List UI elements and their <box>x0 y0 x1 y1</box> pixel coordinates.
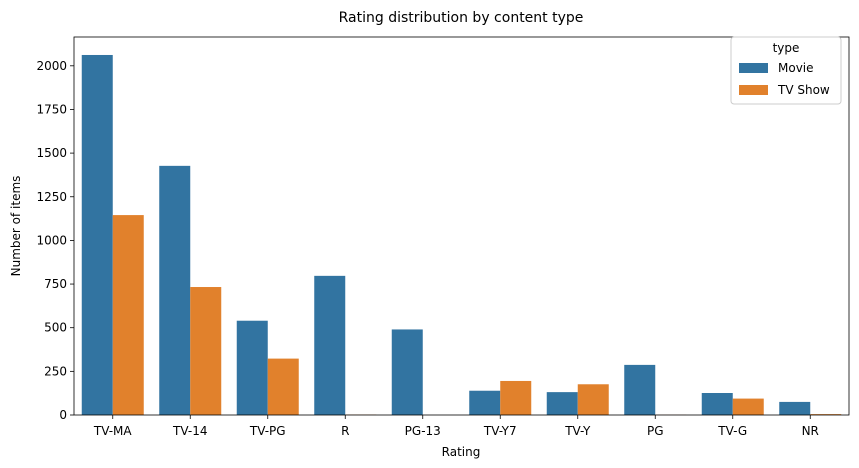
legend-swatch-tv-show <box>739 85 768 95</box>
bar-tv-show-tv-y7 <box>500 380 532 415</box>
legend-label-tv-show: TV Show <box>777 83 830 97</box>
x-tick-label: TV-PG <box>249 424 286 438</box>
bar-tv-show-tv-g <box>732 398 764 415</box>
y-tick-label: 500 <box>44 321 67 335</box>
x-tick-label: NR <box>802 424 819 438</box>
bar-movie-tv-pg <box>236 320 268 415</box>
y-tick-label: 250 <box>44 364 67 378</box>
plot-area: TV-MA TV-14 TV-PG R PG-13 TV-Y7 TV-Y PG TV-G NR 0 2… <box>36 54 842 438</box>
x-tick-label: TV-MA <box>93 424 133 438</box>
x-tick-label: TV-Y7 <box>483 424 517 438</box>
x-tick-label: TV-Y <box>564 424 591 438</box>
bar-movie-tv-y7 <box>469 390 501 415</box>
x-tick-label: PG <box>647 424 664 438</box>
legend-swatch-movie <box>739 63 768 73</box>
bar-tv-show-tv-pg <box>267 358 299 415</box>
x-axis-label: Rating <box>442 445 481 459</box>
bar-movie-tv-ma <box>81 54 113 416</box>
legend-label-movie: Movie <box>778 61 814 75</box>
y-axis-label: Number of items <box>9 176 23 277</box>
legend: type Movie TV Show <box>730 36 842 105</box>
y-tick-label: 1250 <box>36 190 67 204</box>
bar-tv-show-tv-ma <box>112 215 144 415</box>
bar-tv-show-tv-14 <box>190 287 222 415</box>
y-tick-label: 2000 <box>36 59 67 73</box>
x-tick-label: TV-G <box>717 424 747 438</box>
bar-movie-tv-y <box>546 392 578 415</box>
y-tick-label: 1750 <box>36 102 67 116</box>
bar-movie-tv-g <box>701 393 733 415</box>
y-tick-label: 0 <box>59 408 67 422</box>
x-tick-label: PG-13 <box>405 424 441 438</box>
bar-movie-pg <box>624 364 656 415</box>
bar-movie-nr <box>779 401 811 415</box>
plot-frame <box>73 36 850 416</box>
y-tick-label: 750 <box>44 277 67 291</box>
y-tick-label: 1500 <box>36 146 67 160</box>
x-tick-label: TV-14 <box>172 424 207 438</box>
bar-movie-r <box>314 275 346 415</box>
x-tick-label: R <box>341 424 349 438</box>
legend-title: type <box>773 41 800 55</box>
bar-tv-show-nr <box>810 414 842 415</box>
bar-movie-pg-13 <box>391 329 423 415</box>
bar-movie-tv-14 <box>159 165 191 415</box>
chart-title: Rating distribution by content type <box>339 10 584 26</box>
bar-tv-show-tv-y <box>577 384 609 415</box>
y-tick-label: 1000 <box>36 233 67 247</box>
